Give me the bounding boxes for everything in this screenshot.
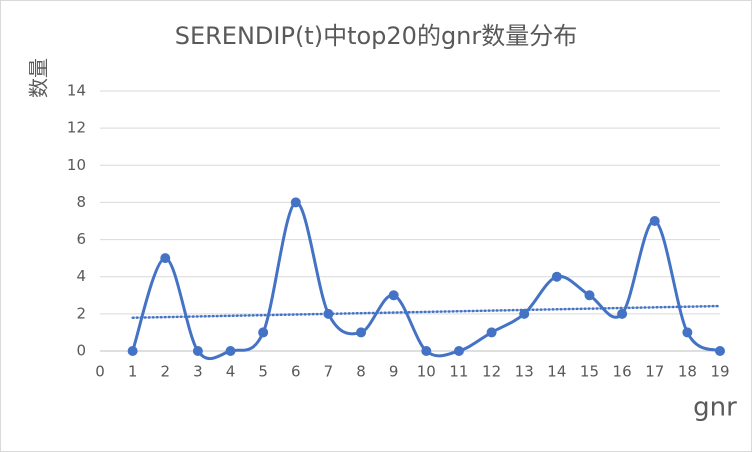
x-tick-label: 19 xyxy=(710,363,729,381)
y-tick-label: 10 xyxy=(67,156,86,174)
y-tick-label: 8 xyxy=(76,193,86,211)
x-axis-label: gnr xyxy=(693,393,737,423)
x-tick-label: 10 xyxy=(417,363,436,381)
data-point xyxy=(649,216,660,226)
y-tick-label: 2 xyxy=(76,304,86,322)
data-point xyxy=(519,308,530,319)
data-point xyxy=(258,327,269,338)
x-tick-label: 5 xyxy=(258,363,268,381)
data-point xyxy=(160,253,171,264)
x-tick-label: 6 xyxy=(291,363,301,381)
y-tick-label: 0 xyxy=(76,342,86,360)
x-tick-label: 3 xyxy=(193,363,203,381)
y-tick-label: 12 xyxy=(67,119,86,137)
data-point xyxy=(715,346,725,356)
data-point xyxy=(323,308,334,319)
y-tick-label: 4 xyxy=(76,267,86,285)
data-point xyxy=(584,290,595,301)
x-tick-label: 8 xyxy=(356,363,366,381)
x-tick-label: 13 xyxy=(515,363,534,381)
data-point xyxy=(388,290,399,301)
x-tick-label: 4 xyxy=(226,363,236,381)
y-tick-label: 6 xyxy=(76,230,86,248)
x-tick-label: 14 xyxy=(547,363,566,381)
data-point xyxy=(551,271,562,282)
x-tick-label: 16 xyxy=(613,363,632,381)
data-line xyxy=(131,200,721,361)
data-point xyxy=(356,327,367,338)
x-tick-label: 11 xyxy=(449,363,468,381)
x-tick-label: 2 xyxy=(160,363,170,381)
x-tick-label: 1 xyxy=(128,363,138,381)
y-axis-label: 数量 xyxy=(27,58,51,98)
data-point xyxy=(486,327,497,338)
x-tick-label: 17 xyxy=(645,363,664,381)
x-tick-label: 9 xyxy=(389,363,399,381)
x-tick-label: 0 xyxy=(95,363,105,381)
data-point xyxy=(617,308,628,319)
y-tick-label: 14 xyxy=(67,82,86,100)
data-point xyxy=(453,346,464,356)
data-point xyxy=(421,346,432,356)
trendline xyxy=(131,304,722,320)
data-point xyxy=(290,197,301,208)
data-point xyxy=(225,346,236,356)
data-point xyxy=(682,327,693,338)
x-tick-label: 18 xyxy=(678,363,697,381)
data-point xyxy=(127,346,138,356)
x-tick-label: 12 xyxy=(482,363,501,381)
x-tick-label: 15 xyxy=(580,363,599,381)
x-tick-label: 7 xyxy=(324,363,334,381)
data-point xyxy=(192,346,203,356)
chart-title: SERENDIP(t)中top20的gnr数量分布 xyxy=(175,22,578,50)
